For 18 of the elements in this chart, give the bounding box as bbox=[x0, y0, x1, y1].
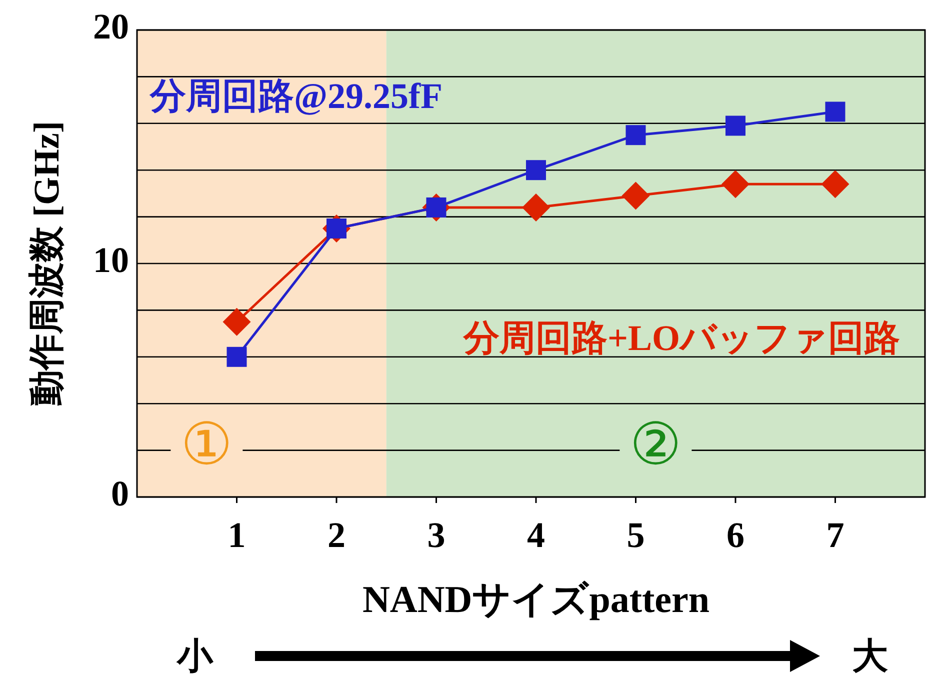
y-axis-title: 動作周波数 [GHz] bbox=[26, 121, 66, 406]
x-axis-title: NANDサイズpattern bbox=[362, 579, 710, 621]
x-tick-label: 1 bbox=[228, 515, 246, 555]
y-tick-label: 20 bbox=[93, 6, 129, 46]
y-tick-label: 0 bbox=[111, 473, 129, 514]
x-tick-label: 7 bbox=[826, 515, 844, 555]
x-tick-label: 2 bbox=[327, 515, 346, 555]
x-tick-label: 6 bbox=[726, 515, 744, 555]
x-tick-label: 3 bbox=[427, 515, 446, 555]
text: 分周回路@29.25fF bbox=[149, 76, 442, 116]
x-tick-label: 4 bbox=[526, 515, 545, 555]
text: 大 bbox=[852, 636, 888, 676]
y-tick-label: 10 bbox=[93, 240, 129, 280]
x-tick-label: 5 bbox=[626, 515, 645, 555]
text: 小 bbox=[176, 636, 214, 676]
text: 分周回路+LOバッファ回路 bbox=[462, 318, 900, 358]
band-label: ② bbox=[630, 410, 682, 478]
band-label: ① bbox=[180, 410, 233, 478]
